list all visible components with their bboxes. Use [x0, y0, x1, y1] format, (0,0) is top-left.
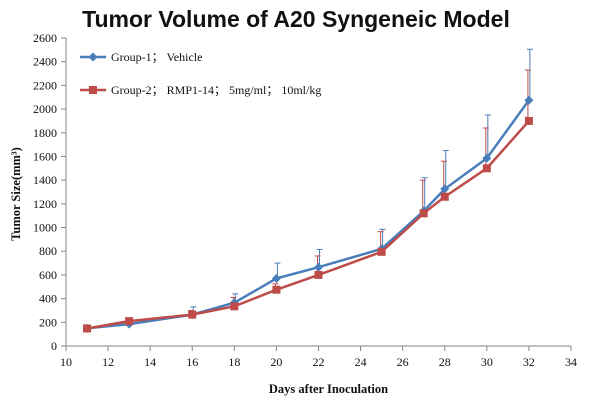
- y-axis-title: Tumor Size(mm³): [9, 147, 23, 241]
- y-tick-label: 2000: [33, 102, 57, 116]
- x-tick-label: 32: [523, 355, 535, 369]
- data-point-group-1: [524, 95, 534, 105]
- x-tick-label: 22: [313, 355, 325, 369]
- data-point-group-2: [272, 285, 281, 294]
- data-point-group-1: [271, 273, 281, 283]
- series-markers: [82, 95, 534, 333]
- data-point-group-2: [482, 164, 491, 173]
- y-tick-label: 1200: [33, 197, 57, 211]
- data-point-group-1: [314, 262, 323, 272]
- data-point-group-2: [524, 116, 533, 125]
- y-tick-label: 1400: [33, 173, 57, 187]
- data-point-group-2: [440, 192, 449, 201]
- x-tick-label: 30: [481, 355, 493, 369]
- y-tick-label: 2600: [33, 31, 57, 45]
- data-point-group-2: [314, 270, 323, 279]
- data-point-group-1: [440, 184, 450, 194]
- x-tick-label: 10: [60, 355, 72, 369]
- data-point-group-2: [188, 310, 197, 319]
- legend: Group-1； Vehicle Group-2； RMP1-14； 5mg/ml…: [80, 50, 321, 97]
- legend-label-2: Group-2； RMP1-14； 5mg/ml； 10ml/kg: [111, 83, 321, 97]
- axes: 0 200 400 600 800 1000 1200 1400 1600 1800 2000 220…: [33, 31, 577, 369]
- legend-marker-2: [89, 86, 97, 94]
- data-point-group-2: [230, 302, 239, 311]
- x-tick-label: 26: [397, 355, 409, 369]
- x-tick-label: 28: [439, 355, 451, 369]
- legend-label-1: Group-1； Vehicle: [111, 50, 202, 64]
- x-tick-label: 12: [102, 355, 114, 369]
- y-tick-label: 1600: [33, 149, 57, 163]
- y-tick-label: 400: [39, 292, 57, 306]
- series-lines: [86, 99, 530, 330]
- x-tick-label: 34: [565, 355, 577, 369]
- y-tick-label: 600: [39, 268, 57, 282]
- data-point-group-2: [125, 317, 134, 326]
- y-tick-label: 800: [39, 244, 57, 258]
- legend-marker-1: [88, 52, 98, 62]
- x-tick-label: 18: [228, 355, 240, 369]
- data-point-group-1: [482, 153, 492, 163]
- data-point-group-2: [419, 209, 428, 218]
- y-tick-label: 2200: [33, 78, 57, 92]
- x-tick-label: 20: [270, 355, 282, 369]
- series-line-2: [86, 120, 530, 330]
- series-line-1: [86, 99, 530, 330]
- y-tick-label: 1800: [33, 126, 57, 140]
- chart-title: Tumor Volume of A20 Syngeneic Model: [82, 6, 510, 32]
- y-tick-label: 1000: [33, 221, 57, 235]
- x-tick-label: 24: [355, 355, 367, 369]
- x-tick-label: 14: [144, 355, 156, 369]
- data-point-group-2: [377, 247, 386, 256]
- x-tick-label: 16: [186, 355, 198, 369]
- x-axis-title: Days after Inoculation: [269, 382, 388, 396]
- data-point-group-2: [83, 324, 92, 333]
- y-tick-label: 2400: [33, 55, 57, 69]
- y-tick-label: 0: [51, 339, 57, 353]
- y-tick-label: 200: [39, 315, 57, 329]
